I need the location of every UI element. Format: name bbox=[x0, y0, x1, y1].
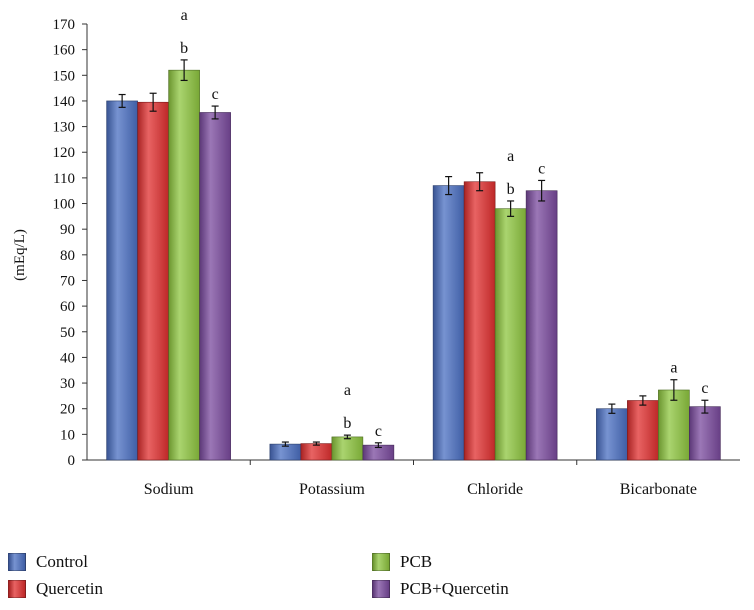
significance-label: b bbox=[343, 415, 351, 432]
bar bbox=[168, 69, 200, 461]
y-tick-label: 40 bbox=[60, 350, 75, 366]
y-tick-label: 10 bbox=[60, 427, 75, 443]
significance-label: a bbox=[181, 7, 188, 24]
bar bbox=[199, 112, 231, 461]
bar bbox=[300, 443, 333, 461]
significance-label: a bbox=[670, 360, 677, 377]
legend-item: Control bbox=[8, 552, 88, 572]
y-tick-label: 150 bbox=[53, 68, 76, 84]
bar bbox=[432, 185, 465, 461]
legend-item: PCB+Quercetin bbox=[372, 579, 509, 599]
y-tick-label: 30 bbox=[60, 376, 75, 392]
y-tick-label: 90 bbox=[60, 222, 75, 238]
significance-label: a bbox=[507, 148, 514, 165]
y-tick-label: 50 bbox=[60, 325, 75, 341]
y-tick-label: 130 bbox=[53, 120, 76, 136]
legend-swatch bbox=[8, 580, 26, 598]
category-label: Chloride bbox=[467, 481, 523, 498]
legend-label: PCB+Quercetin bbox=[400, 579, 509, 598]
y-tick-label: 0 bbox=[68, 453, 76, 469]
legend-label: Quercetin bbox=[36, 579, 104, 598]
bar bbox=[494, 208, 527, 461]
axes: 0 10 20 30 40 50 60 70 80 90 100 110 120 130 140 150 160… bbox=[53, 17, 740, 469]
y-tick-label: 120 bbox=[53, 145, 76, 161]
bar bbox=[596, 408, 628, 461]
legend-item: Quercetin bbox=[8, 579, 103, 599]
labels: SodiumbacPotassiumbacChloridebacBicarbon… bbox=[144, 7, 709, 498]
category-label: Bicarbonate bbox=[620, 481, 697, 498]
bar bbox=[627, 400, 659, 461]
bar bbox=[137, 101, 169, 461]
legend-label: Control bbox=[36, 552, 88, 571]
category-label: Potassium bbox=[299, 481, 365, 498]
y-tick-label: 20 bbox=[60, 402, 75, 418]
bar bbox=[689, 406, 721, 461]
bars bbox=[106, 59, 721, 461]
y-tick-label: 170 bbox=[53, 17, 76, 33]
y-tick-label: 80 bbox=[60, 248, 75, 264]
legend-swatch bbox=[372, 553, 390, 571]
y-axis-label: (mEq/L) bbox=[12, 229, 28, 281]
legend-swatch bbox=[372, 580, 390, 598]
bar bbox=[106, 100, 138, 461]
y-tick-label: 70 bbox=[60, 273, 75, 289]
legend-label: PCB bbox=[400, 552, 433, 571]
bar bbox=[525, 190, 558, 461]
significance-label: a bbox=[344, 382, 351, 399]
y-tick-label: 60 bbox=[60, 299, 75, 315]
bar bbox=[463, 181, 496, 461]
bar bbox=[331, 436, 364, 461]
significance-label: c bbox=[212, 86, 219, 103]
significance-label: c bbox=[538, 160, 545, 177]
y-tick-label: 140 bbox=[53, 94, 76, 110]
significance-label: b bbox=[507, 181, 515, 198]
y-tick-label: 100 bbox=[53, 197, 76, 213]
significance-label: b bbox=[180, 40, 188, 57]
significance-label: c bbox=[375, 423, 382, 440]
legend-item: PCB bbox=[372, 552, 432, 572]
y-tick-label: 160 bbox=[53, 43, 76, 59]
significance-label: c bbox=[701, 380, 708, 397]
category-label: Sodium bbox=[144, 481, 194, 498]
legend-swatch bbox=[8, 553, 26, 571]
y-tick-label: 110 bbox=[53, 171, 75, 187]
